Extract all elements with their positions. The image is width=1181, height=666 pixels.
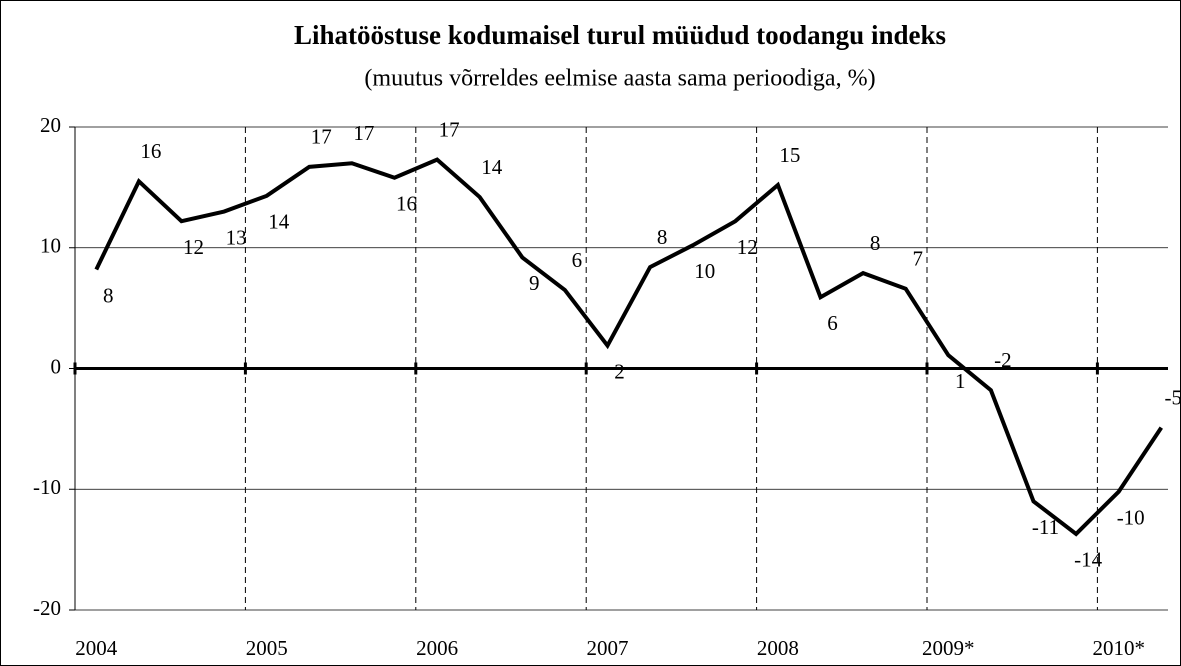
chart-title: Lihatööstuse kodumaisel turul müüdud too… <box>294 20 946 50</box>
data-label: 10 <box>694 259 715 283</box>
data-label: 7 <box>912 247 923 271</box>
data-label: 16 <box>396 192 417 216</box>
x-tick-label: 2004 <box>75 636 118 660</box>
data-label: -14 <box>1074 548 1102 572</box>
x-tick-label: 2008 <box>757 636 799 660</box>
y-tick-label: 20 <box>40 113 61 137</box>
y-tick-label: -20 <box>33 596 61 620</box>
y-tick-label: 10 <box>40 234 61 258</box>
data-label: 15 <box>779 143 800 167</box>
data-line <box>94 157 1163 537</box>
x-tick-label: 2010* <box>1092 636 1145 660</box>
data-label: 13 <box>226 225 247 249</box>
x-tick-label: 2005 <box>246 636 288 660</box>
data-label: -5 <box>1165 385 1181 409</box>
data-label: 16 <box>140 139 161 163</box>
data-label: -2 <box>994 348 1012 372</box>
y-tick-label: -10 <box>33 475 61 499</box>
data-label: 12 <box>737 235 758 259</box>
data-label: 14 <box>268 210 290 234</box>
x-tick-label: 2007 <box>587 636 629 660</box>
data-label: 6 <box>572 248 583 272</box>
data-label: 8 <box>657 225 668 249</box>
data-label: 8 <box>103 283 114 307</box>
data-label: -11 <box>1032 515 1059 539</box>
x-tick-label: 2006 <box>416 636 458 660</box>
data-label: 14 <box>481 155 503 179</box>
data-label: 17 <box>353 121 374 145</box>
data-label: 17 <box>439 117 460 141</box>
data-label: 2 <box>614 359 625 383</box>
data-label: 17 <box>311 125 332 149</box>
data-label: 8 <box>870 231 881 255</box>
data-label: -10 <box>1117 505 1145 529</box>
data-label: 12 <box>183 235 204 259</box>
data-label: 1 <box>955 369 966 393</box>
y-tick-label: 0 <box>51 354 62 378</box>
chart-subtitle: (muutus võrreldes eelmise aasta sama per… <box>364 66 875 92</box>
data-label: 9 <box>529 271 540 295</box>
x-tick-label: 2009* <box>922 636 975 660</box>
data-label: 6 <box>827 311 838 335</box>
